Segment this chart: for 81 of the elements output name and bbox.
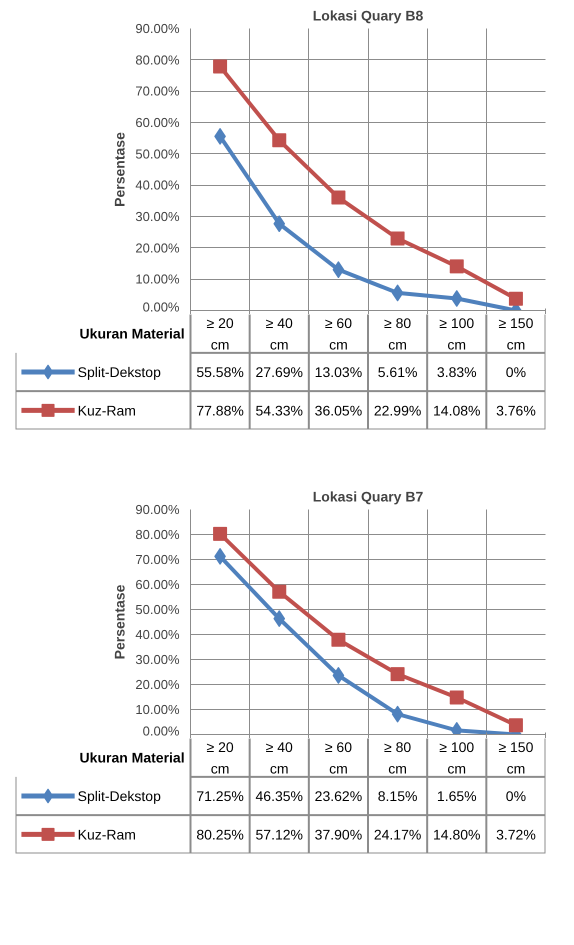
legend-label: Split-Dekstop: [78, 788, 162, 804]
data-label: 22.99%: [374, 402, 422, 418]
data-label: 3.83%: [436, 364, 477, 380]
x-tick-label: ≥ 60 cm: [324, 314, 352, 352]
legend-label: Kuz-Ram: [78, 826, 136, 842]
chart-title: Lokasi Quary B8: [312, 8, 424, 24]
data-label: 37.90%: [314, 826, 362, 842]
data-label: 14.80%: [433, 826, 480, 842]
point: [331, 632, 346, 647]
y-tick-label: 40.00%: [135, 627, 180, 642]
x-tick-label: ≥ 60 cm: [324, 738, 352, 776]
y-tick-label: 10.00%: [135, 272, 180, 287]
point: [390, 667, 405, 682]
data-label: 71.25%: [196, 788, 244, 804]
point: [450, 690, 464, 704]
y-tick-label: 50.00%: [135, 146, 180, 162]
x-tick-label: ≥ 150 cm: [498, 314, 534, 352]
data-label: 3.76%: [496, 402, 536, 418]
y-axis-title: Persentase: [111, 132, 128, 207]
data-label: 23.62%: [314, 788, 362, 804]
chart-title: Lokasi Quary B7: [312, 488, 424, 504]
x-tick-label: ≥ 80 cm: [384, 314, 412, 352]
y-tick-label: 60.00%: [135, 115, 180, 130]
legend-label: Kuz-Ram: [78, 402, 136, 418]
y-tick-label: 90.00%: [135, 502, 180, 517]
point: [450, 290, 463, 307]
data-label: 54.33%: [256, 402, 303, 418]
y-tick-label: 30.00%: [135, 652, 180, 667]
x-tick-label: ≥ 40 cm: [266, 314, 294, 352]
data-label: 14.08%: [433, 402, 480, 418]
data-label: 8.15%: [378, 788, 418, 804]
point: [331, 190, 346, 205]
data-label: 0%: [506, 364, 526, 380]
data-label: 5.61%: [378, 364, 418, 380]
point: [508, 292, 523, 306]
y-axis-title: Persentase: [111, 584, 128, 660]
point: [450, 259, 464, 274]
data-label: 57.12%: [256, 826, 303, 842]
point: [213, 59, 228, 74]
x-tick-label: ≥ 20 cm: [206, 738, 234, 776]
y-tick-label: 90.00%: [135, 21, 180, 36]
data-label: 24.17%: [374, 826, 422, 842]
point: [273, 215, 286, 232]
x-tick-label: ≥ 100 cm: [439, 738, 474, 776]
data-label: 0%: [506, 788, 526, 804]
point: [272, 584, 286, 599]
y-tick-label: 20.00%: [135, 240, 180, 256]
y-tick-label: 50.00%: [135, 602, 180, 617]
x-axis-title: Ukuran Material: [80, 750, 185, 766]
x-tick-label: ≥ 40 cm: [266, 738, 294, 776]
x-axis-title: Ukuran Material: [80, 326, 185, 342]
point: [273, 610, 286, 628]
x-tick-label: ≥ 100 cm: [439, 314, 474, 352]
data-label: 46.35%: [256, 788, 303, 804]
y-tick-label: 10.00%: [135, 702, 180, 717]
y-tick-label: 20.00%: [135, 677, 180, 692]
y-tick-label: 40.00%: [135, 178, 180, 193]
data-label: 13.03%: [314, 364, 362, 380]
data-label: 3.72%: [496, 826, 536, 842]
y-tick-label: 0.00%: [142, 300, 180, 314]
y-tick-label: 60.00%: [135, 577, 180, 592]
y-tick-label: 30.00%: [135, 209, 180, 224]
y-tick-label: 70.00%: [135, 552, 180, 567]
data-label: 1.65%: [436, 788, 477, 804]
legend-label: Split-Dekstop: [78, 364, 162, 380]
x-tick-label: ≥ 80 cm: [384, 738, 412, 776]
data-label: 27.69%: [256, 364, 303, 380]
data-label: 77.88%: [196, 402, 244, 418]
point: [213, 526, 228, 541]
y-tick-label: 80.00%: [135, 527, 180, 542]
y-tick-label: 0.00%: [142, 724, 180, 738]
data-label: 36.05%: [314, 402, 362, 418]
point: [390, 231, 405, 246]
point: [272, 133, 286, 148]
data-label: 80.25%: [196, 826, 244, 842]
y-tick-label: 70.00%: [135, 84, 180, 99]
x-tick-label: ≥ 150 cm: [498, 738, 534, 776]
point: [508, 718, 523, 732]
data-label: 55.58%: [196, 364, 244, 380]
y-tick-label: 80.00%: [135, 52, 180, 68]
x-tick-label: ≥ 20 cm: [206, 314, 234, 352]
